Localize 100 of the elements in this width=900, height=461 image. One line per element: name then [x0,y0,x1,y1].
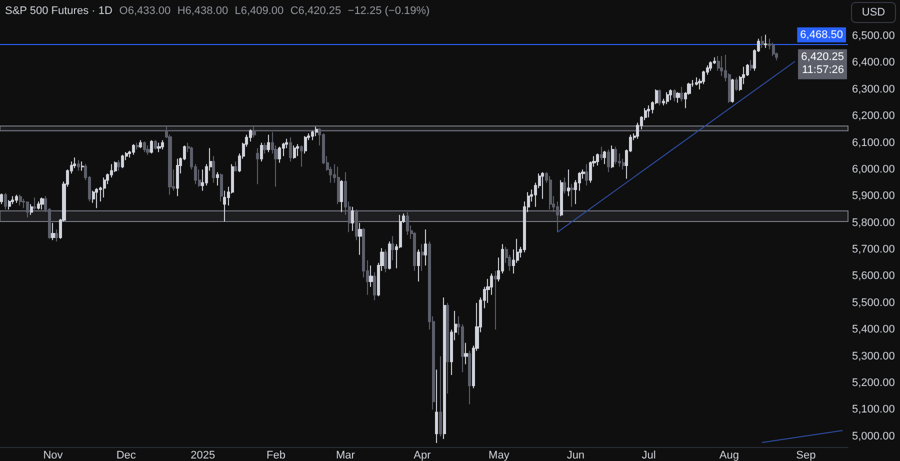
candlestick [417,249,420,282]
candlestick [468,350,471,405]
x-tick-label: Jun [566,450,585,461]
candlestick [260,142,263,162]
candlestick [421,244,424,272]
candlestick [311,130,314,141]
x-tick-label: Jul [642,450,656,461]
x-tick-label: Aug [719,450,739,461]
candlestick [139,140,142,149]
candlestick [252,126,256,138]
x-tick-label: 2025 [190,450,216,461]
candlestick [549,176,552,210]
candlestick [735,76,738,92]
candlestick [117,160,120,172]
candlestick [355,208,358,241]
y-tick-label: 5,500.00 [852,296,895,309]
candlestick [388,241,391,270]
candlestick [263,142,267,154]
candlestick [304,136,307,154]
annotation: 6,420.25 [801,50,844,63]
candlestick [446,302,449,394]
x-tick-label: May [488,450,510,461]
y-tick-label: 5,700.00 [852,244,895,256]
candlestick [607,148,610,173]
candlestick [150,140,153,154]
x-tick-label: Sep [796,450,816,461]
candlestick [435,369,438,444]
candlestick [212,156,215,184]
candlestick [596,152,599,166]
candlestick [296,144,299,157]
ref-line-label: 6,468.50 [800,28,843,41]
candlestick [315,126,318,137]
candlestick [223,190,226,222]
annotation: −12.25 (−0.19%) [348,5,430,17]
candlestick [51,222,55,241]
chart-title: S&P 500 Futures · 1D [5,5,112,17]
candlestick [750,60,753,72]
candlestick [143,140,146,153]
y-tick-label: 6,300.00 [852,83,895,96]
candlestick [585,164,588,186]
x-tick-label: Apr [414,450,432,461]
candlestick [358,222,362,256]
candlestick [26,200,29,218]
candlestick [15,194,18,204]
y-tick-label: 5,100.00 [852,404,895,416]
candlestick [373,272,376,301]
candlestick [337,166,340,205]
candlestick [81,160,84,172]
candlestick [103,176,106,198]
y-tick-label: 5,900.00 [852,190,895,202]
y-tick-label: 5,800.00 [852,216,895,229]
candlestick [132,144,135,156]
candlestick [695,76,698,86]
candlestick [136,142,139,150]
candlestick [384,249,387,273]
candlestick [234,160,237,172]
annotation: C6,420.25 [290,5,342,17]
candlestick [146,144,150,156]
candlestick [658,88,661,106]
candlestick [709,60,712,72]
candlestick [300,144,303,168]
candlestick [673,88,676,102]
candlestick [121,154,124,169]
y-tick-label: 6,100.00 [852,136,895,149]
candlestick [95,188,98,209]
candlestick [603,150,606,165]
annotation: H6,438.00 [177,5,228,17]
candlestick [600,146,603,161]
annotation: 11:57:26 [802,64,844,76]
candlestick [40,196,44,210]
annotation: L6,409.00 [234,5,284,17]
text: USD [862,6,886,18]
candlestick [494,270,497,330]
candlestick [0,192,3,205]
candlestick [351,206,354,232]
y-tick-label: 6,400.00 [852,56,895,69]
y-tick-label: 5,600.00 [852,270,895,282]
x-tick-label: Nov [43,450,64,461]
candlestick [19,194,22,206]
candlestick [647,104,650,118]
candlestick [289,136,292,162]
candlestick [464,342,468,365]
candlestick [293,144,296,160]
candlestick [340,180,343,213]
candlestick [4,192,7,210]
y-tick-label: 6,200.00 [852,110,895,122]
candlestick [391,236,394,261]
x-tick-label: Mar [336,450,356,461]
candlestick [256,148,259,185]
candlestick [8,200,11,210]
candlestick [157,142,161,153]
candlestick [424,229,427,266]
candlestick [439,356,442,437]
candlestick [676,92,680,104]
candlestick [611,144,614,169]
candlestick [669,88,672,101]
candlestick [176,158,179,197]
candlestick [666,92,669,105]
candlestick [220,172,223,202]
candlestick [161,140,164,150]
